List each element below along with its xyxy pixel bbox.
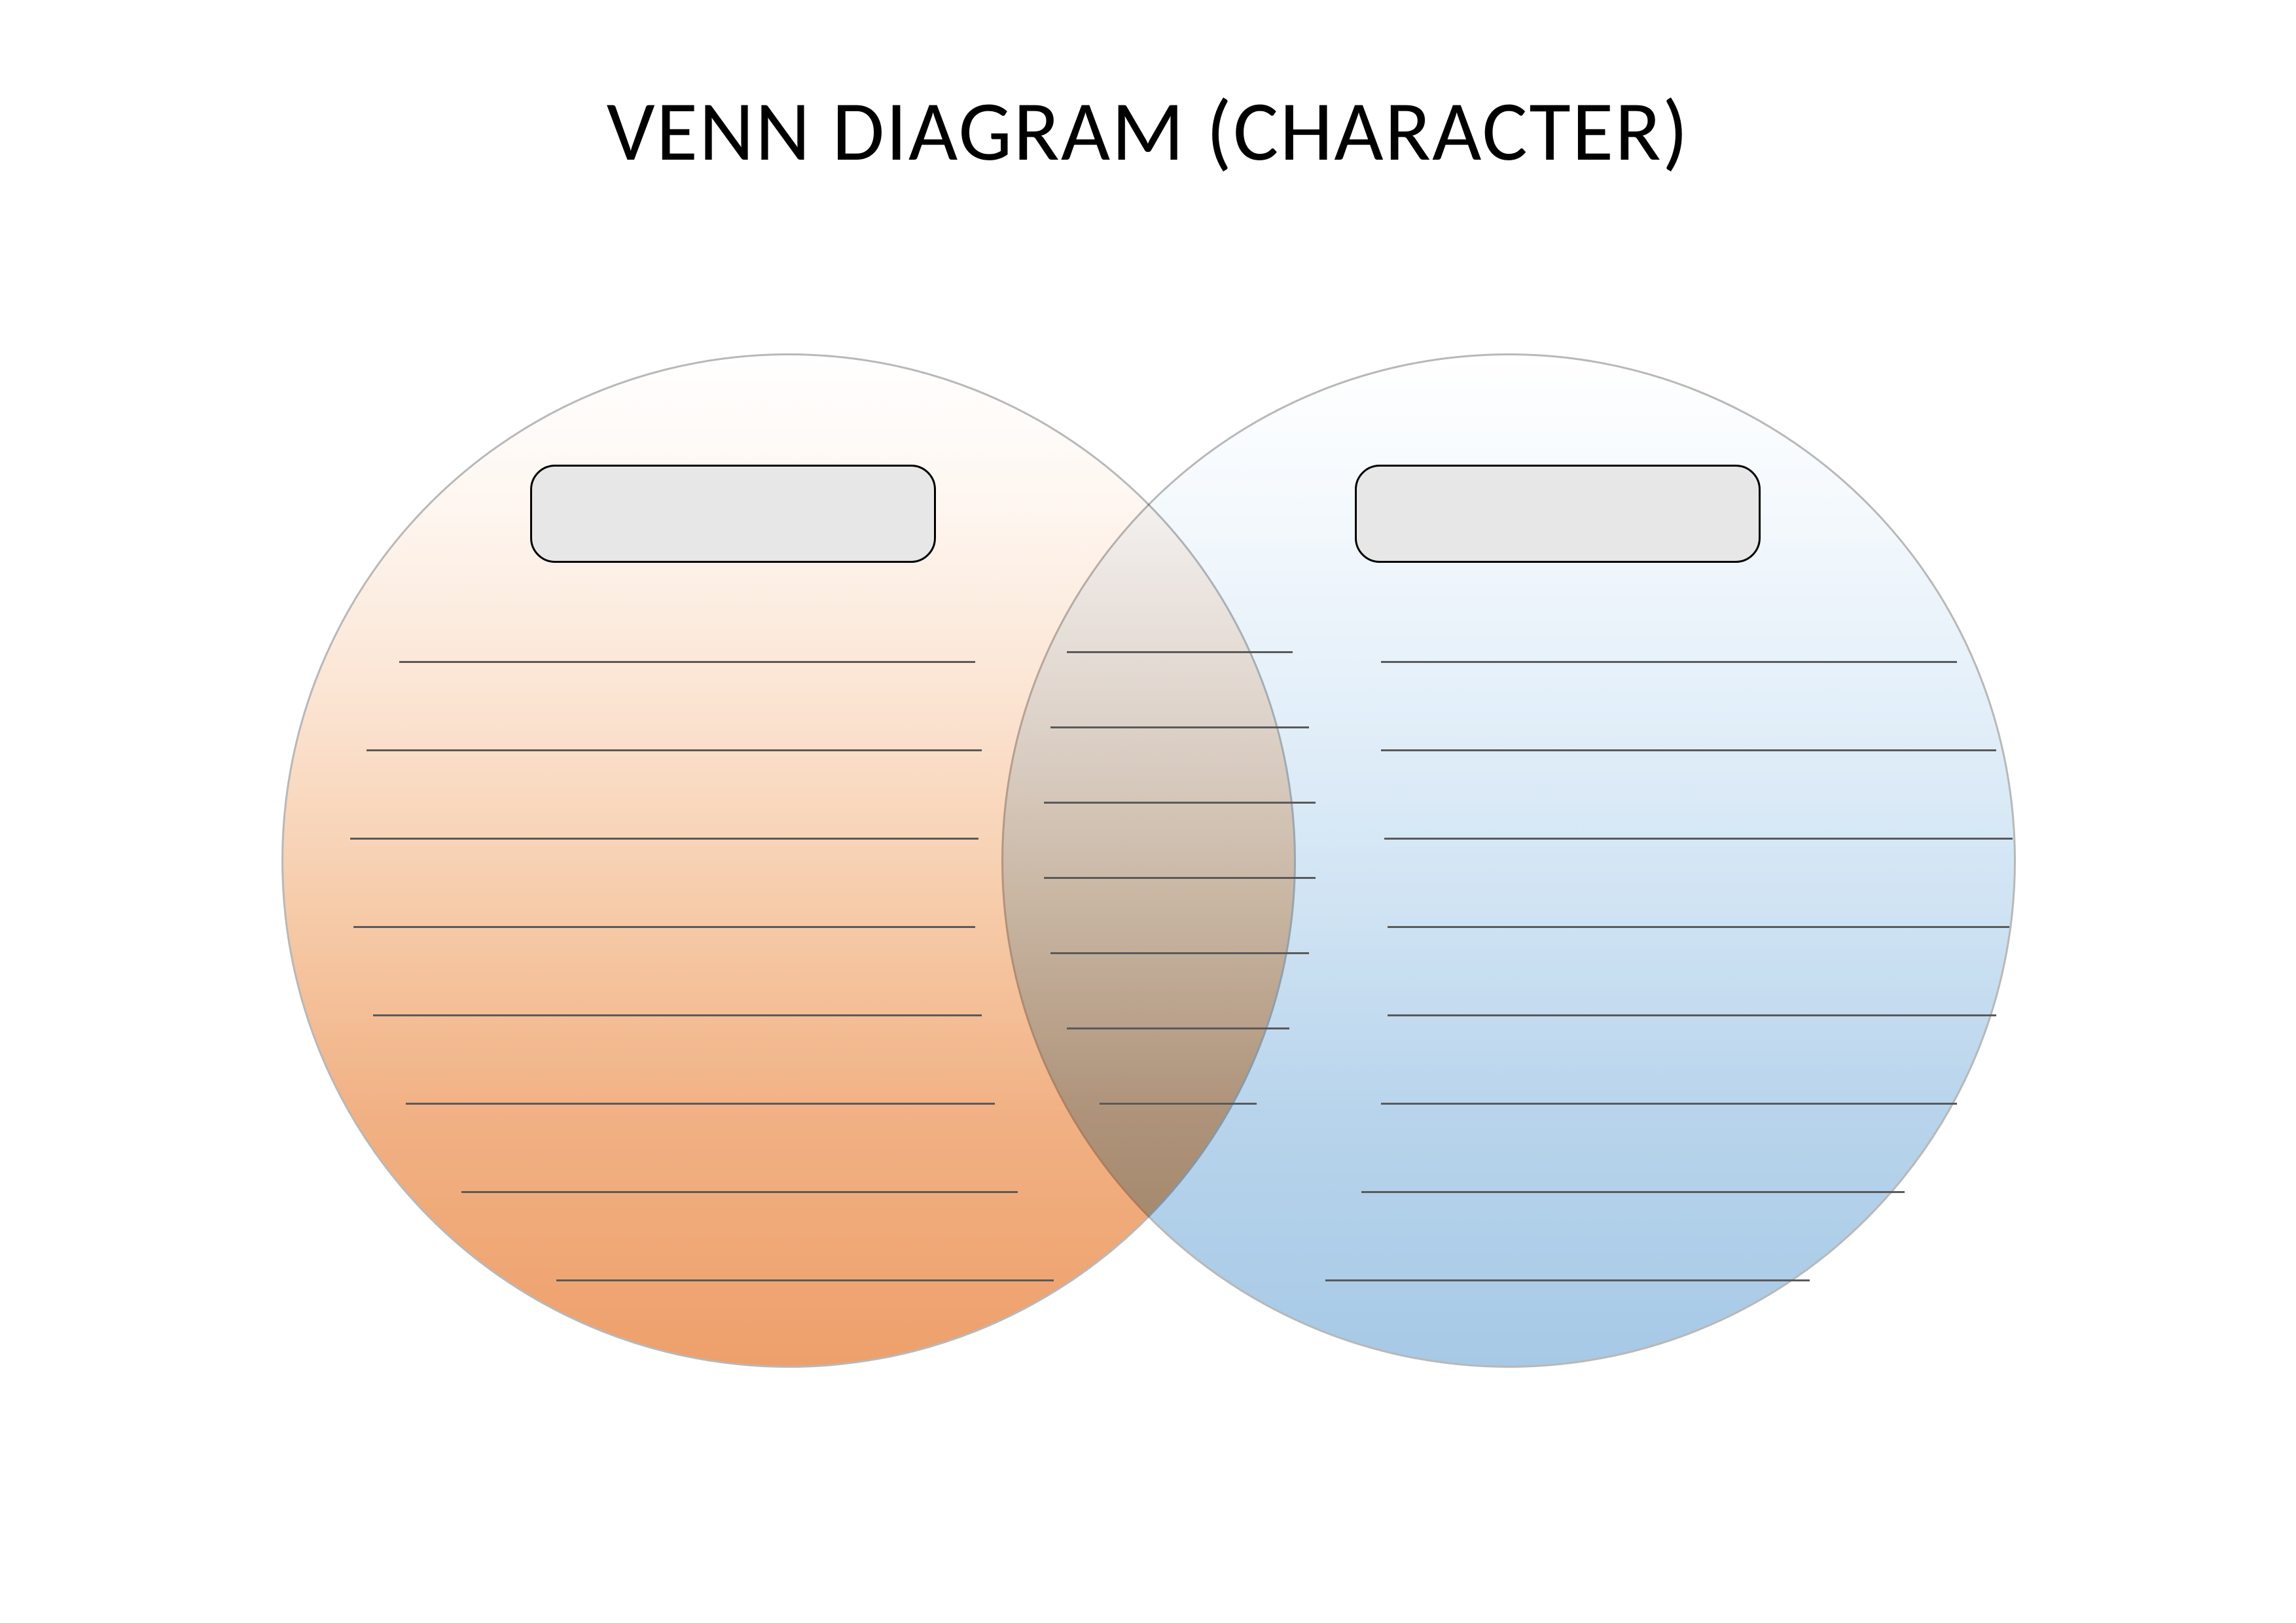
venn-left-line: [350, 838, 978, 840]
venn-left-line: [367, 749, 982, 751]
venn-left-line: [353, 926, 975, 928]
page-title: VENN DIAGRAM (CHARACTER): [0, 79, 2296, 183]
venn-left-line: [461, 1191, 1018, 1193]
venn-right-line: [1361, 1191, 1905, 1193]
venn-center-line: [1044, 877, 1316, 879]
venn-center-line: [1100, 1103, 1257, 1105]
venn-left-line: [399, 661, 975, 663]
venn-center-line: [1050, 952, 1309, 954]
venn-diagram: [281, 353, 2016, 1479]
venn-center-line: [1044, 802, 1316, 804]
venn-center-line: [1050, 726, 1309, 728]
venn-right-line: [1384, 838, 2013, 840]
venn-right-line: [1388, 1014, 1996, 1016]
venn-center-line: [1067, 1027, 1289, 1029]
venn-right-line: [1325, 1279, 1810, 1281]
venn-right-line: [1381, 661, 1957, 663]
venn-left-line: [556, 1279, 1054, 1281]
venn-left-line: [373, 1014, 982, 1016]
venn-right-line: [1388, 926, 2009, 928]
venn-left-label-box[interactable]: [530, 465, 936, 563]
venn-center-line: [1067, 651, 1293, 653]
venn-left-line: [406, 1103, 995, 1105]
venn-right-line: [1381, 749, 1996, 751]
venn-right-line: [1381, 1103, 1957, 1105]
venn-right-label-box[interactable]: [1355, 465, 1761, 563]
